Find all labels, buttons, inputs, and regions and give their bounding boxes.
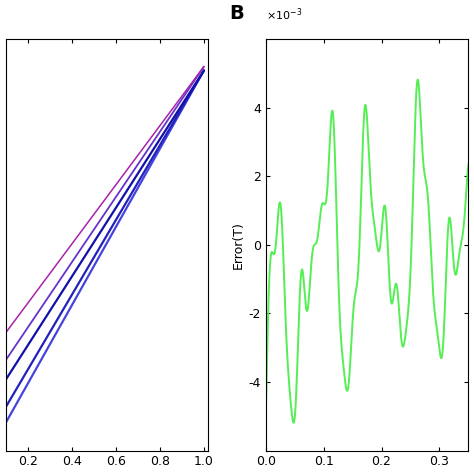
Y-axis label: Error(T): Error(T) [231, 221, 244, 269]
Text: B: B [229, 4, 244, 23]
Text: $\times 10^{-3}$: $\times 10^{-3}$ [266, 6, 302, 23]
